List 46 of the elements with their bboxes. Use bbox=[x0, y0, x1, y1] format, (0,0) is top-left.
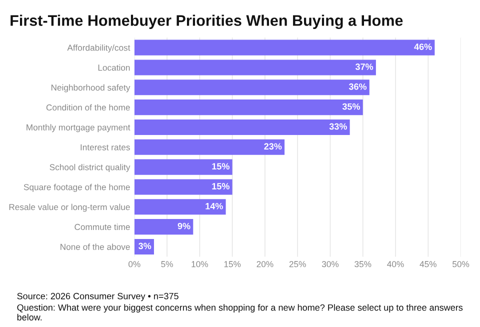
data-label: 46% bbox=[414, 44, 432, 50]
data-label: 36% bbox=[348, 83, 367, 90]
bar bbox=[134, 179, 232, 195]
y-tick-label: Condition of the home bbox=[46, 104, 130, 111]
data-label: 37% bbox=[355, 64, 374, 70]
y-tick-label: Monthly mortgage payment bbox=[26, 124, 130, 132]
bar bbox=[134, 40, 435, 56]
data-label: 35% bbox=[342, 103, 360, 110]
x-tick-label: 5% bbox=[161, 261, 173, 268]
y-tick-label: Resale value or long-term value bbox=[9, 204, 130, 212]
y-tick-label: None of the above bbox=[60, 244, 130, 250]
bar bbox=[134, 119, 350, 135]
x-tick-label: 45% bbox=[420, 261, 436, 268]
x-tick-label: 10% bbox=[192, 261, 208, 268]
x-tick-label: 50% bbox=[452, 261, 470, 268]
y-tick-label: Interest rates bbox=[80, 144, 130, 150]
y-tick-label: Commute time bbox=[74, 224, 130, 230]
text: Question: What were your biggest concerns when shopping for a new home? Please select up to three answers below. bbox=[17, 304, 463, 320]
bar bbox=[134, 139, 285, 155]
data-label: 33% bbox=[329, 123, 347, 130]
bar bbox=[134, 80, 370, 96]
x-tick-label: 20% bbox=[256, 261, 274, 268]
x-tick-label: 25% bbox=[289, 261, 306, 268]
x-tick-label: 15% bbox=[224, 261, 241, 268]
x-tick-label: 35% bbox=[354, 261, 372, 268]
x-tick-label: 30% bbox=[322, 261, 339, 268]
data-label: 3% bbox=[138, 242, 152, 250]
data-label: 14% bbox=[206, 202, 223, 210]
y-tick-label: School district quality bbox=[50, 164, 130, 172]
bar bbox=[134, 219, 194, 235]
bar bbox=[134, 100, 363, 116]
chart-title: First-Time Homebuyer Priorities When Buying a Home bbox=[10, 14, 403, 30]
y-tick-label: Square footage of the home bbox=[24, 184, 130, 192]
y-tick-label: Neighborhood safety bbox=[51, 84, 130, 92]
data-label: 15% bbox=[212, 183, 230, 190]
source-note: Source: 2026 Consumer Survey • n=375 bbox=[17, 292, 178, 302]
data-label: 15% bbox=[212, 163, 230, 170]
bar bbox=[134, 199, 226, 215]
y-tick-label: Affordability/cost bbox=[67, 44, 130, 52]
data-label: 9% bbox=[178, 222, 190, 230]
data-label: 23% bbox=[264, 143, 282, 150]
bar bbox=[134, 159, 232, 175]
bar bbox=[134, 60, 376, 76]
x-tick-label: 0% bbox=[128, 261, 140, 268]
y-tick-label: Location bbox=[98, 64, 130, 71]
x-tick-label: 40% bbox=[387, 261, 404, 268]
